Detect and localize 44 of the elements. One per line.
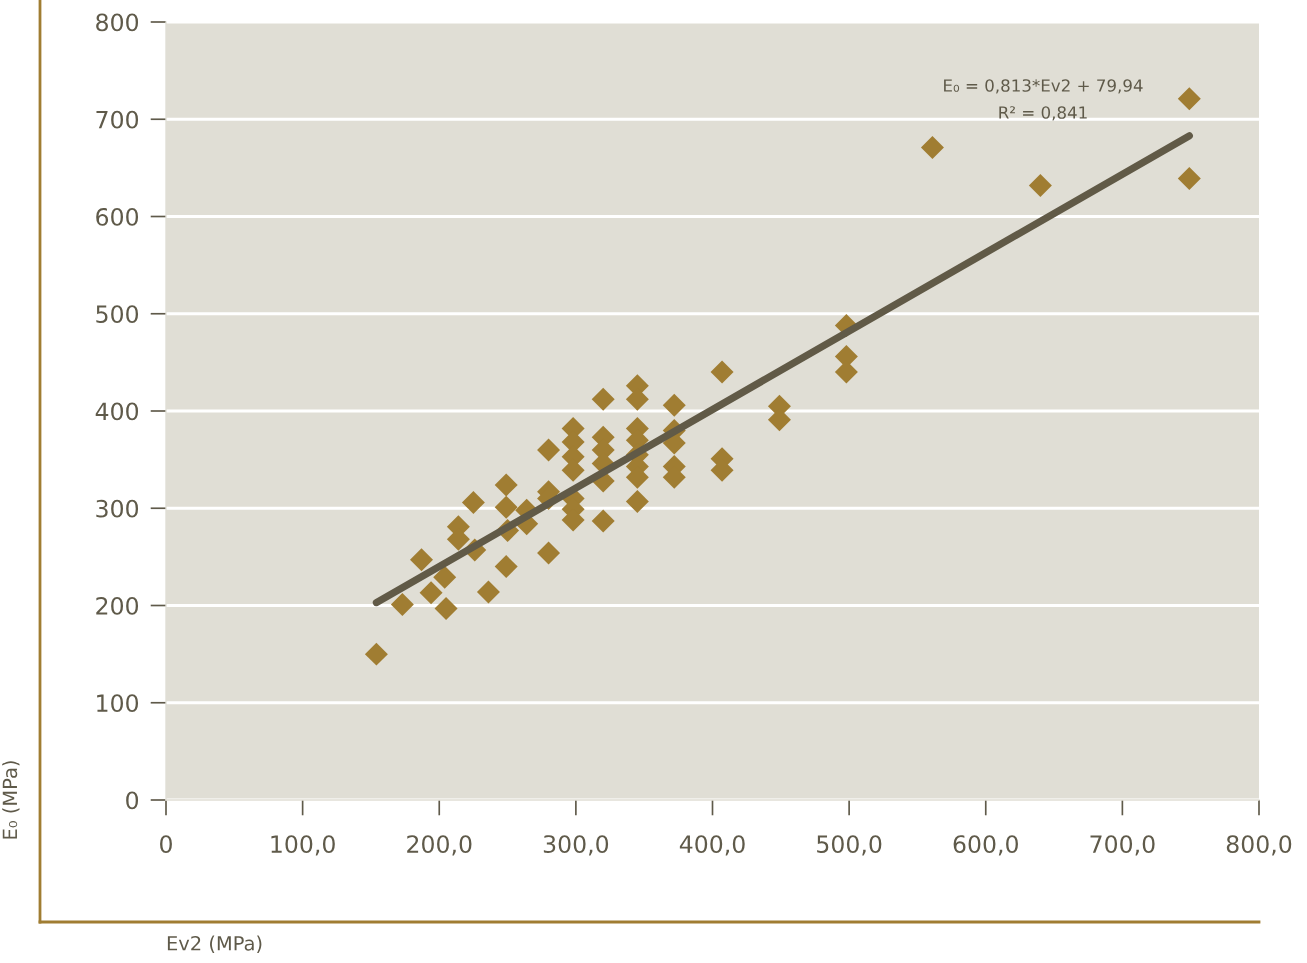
point bbox=[537, 541, 561, 565]
x-tick-label: 100,0 bbox=[271, 835, 335, 856]
y-tick-label: 700 bbox=[96, 110, 139, 129]
x-tick-label: 400,0 bbox=[679, 835, 745, 856]
point bbox=[476, 580, 500, 604]
x-tick-label: 0 bbox=[160, 835, 172, 853]
point bbox=[409, 548, 433, 572]
point bbox=[494, 495, 518, 519]
y-tick-label: 500 bbox=[96, 305, 139, 324]
x-tick-label: 800,0 bbox=[1226, 835, 1292, 856]
x-axis-title: Ev2 (MPa) bbox=[167, 935, 262, 953]
point bbox=[434, 596, 458, 620]
point bbox=[433, 565, 457, 589]
x-tick-label: 600,0 bbox=[953, 835, 1018, 856]
point bbox=[1177, 167, 1201, 191]
y-tick-label: 800 bbox=[96, 13, 139, 32]
annotation: R² = 0,841 bbox=[999, 106, 1087, 121]
annotation: E₀ = 0,813*Ev2 + 79,94 bbox=[944, 79, 1143, 94]
point bbox=[494, 555, 518, 579]
x-tick-label: 200,0 bbox=[407, 835, 472, 856]
y-tick-label: 100 bbox=[97, 694, 139, 713]
x-tick-label: 500,0 bbox=[817, 835, 882, 856]
y-tick-label: 300 bbox=[96, 499, 139, 518]
point bbox=[419, 581, 443, 605]
point bbox=[591, 509, 615, 533]
x-tick-label: 300,0 bbox=[543, 835, 609, 856]
point bbox=[662, 393, 686, 417]
point bbox=[390, 593, 414, 617]
y-tick-label: 200 bbox=[96, 596, 139, 615]
point bbox=[591, 387, 615, 411]
point bbox=[364, 642, 388, 666]
point bbox=[1028, 173, 1052, 197]
point bbox=[537, 438, 561, 462]
y-tick-label: 400 bbox=[95, 402, 139, 421]
point bbox=[625, 489, 649, 513]
y-tick-label: 0 bbox=[126, 791, 139, 810]
point bbox=[920, 135, 944, 159]
point bbox=[494, 473, 518, 497]
point bbox=[461, 490, 485, 514]
y-axis-title: E₀ (MPa) bbox=[2, 761, 20, 839]
y-tick-label: 600 bbox=[96, 207, 139, 226]
point bbox=[710, 360, 734, 384]
x-tick-label: 700,0 bbox=[1090, 835, 1155, 856]
point bbox=[1177, 87, 1201, 111]
